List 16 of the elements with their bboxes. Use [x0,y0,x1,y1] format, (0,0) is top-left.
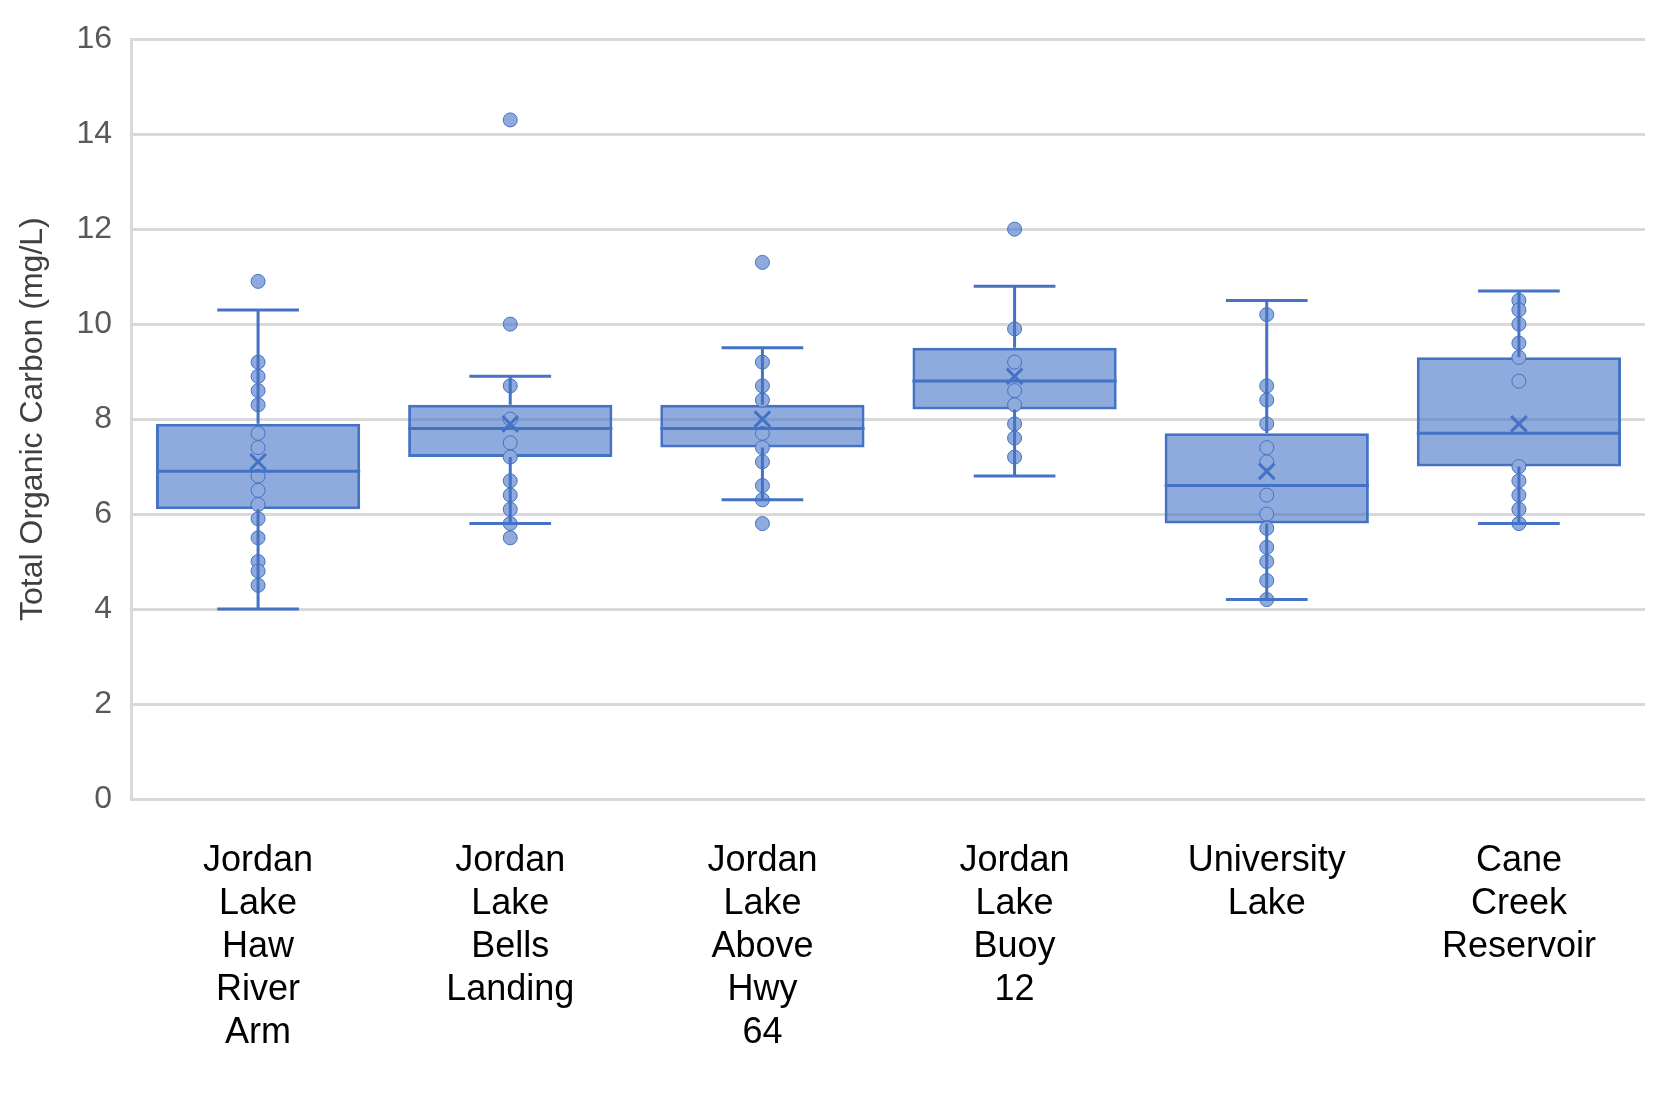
y-tick-label: 14 [76,114,112,150]
x-tick-label: Jordan Lake Buoy 12 [959,837,1070,1009]
y-tick-label: 0 [94,778,112,815]
x-tick-label: University Lake [1187,837,1346,922]
y-axis-title: Total Organic Carbon (mg/L) [13,217,50,621]
x-tick-label: Jordan Lake Above Hwy 64 [707,837,818,1052]
y-tick-label: 12 [76,208,112,245]
y-tick-label: 2 [94,683,112,720]
x-tick-label: Jordan Lake Haw River Arm [203,837,314,1052]
y-tick-label: 16 [76,19,112,56]
y-tick-label: 6 [94,493,112,530]
x-tick-label: Jordan Lake Bells Landing [446,837,575,1009]
x-tick-label: Cane Creek Reservoir [1441,837,1596,965]
y-tick-label: 10 [76,303,112,340]
y-tick-label: 8 [94,398,112,435]
y-tick-label: 4 [94,588,112,625]
